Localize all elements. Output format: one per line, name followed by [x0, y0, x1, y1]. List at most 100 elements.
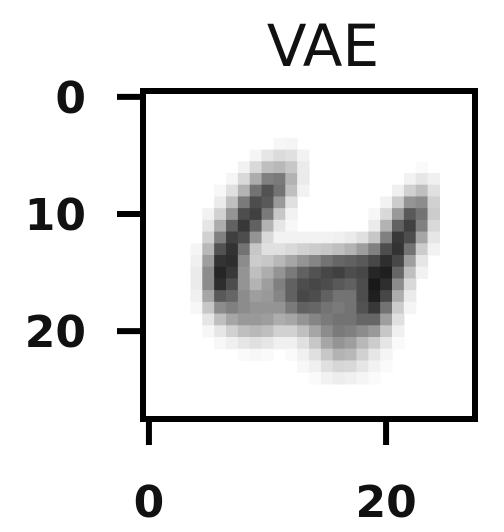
heatmap-cell	[368, 290, 381, 303]
heatmap-cell	[309, 348, 322, 362]
heatmap-cell	[320, 266, 334, 280]
heatmap-cell	[273, 219, 286, 233]
heatmap-cell	[332, 290, 346, 303]
heatmap-cell	[392, 337, 405, 350]
heatmap-cell	[249, 266, 263, 280]
heatmap-cell	[249, 255, 263, 268]
heatmap-cell	[368, 219, 381, 233]
heatmap-cell	[415, 243, 429, 256]
heatmap-cell	[261, 173, 275, 186]
heatmap-cell	[214, 301, 227, 315]
heatmap-cell	[332, 255, 346, 268]
heatmap-cell	[344, 313, 358, 326]
heatmap-cell	[309, 266, 322, 280]
heatmap-cell	[202, 219, 215, 233]
heatmap-cell	[368, 337, 381, 350]
heatmap-cell	[403, 255, 417, 268]
heatmap-cell	[297, 337, 310, 350]
heatmap-cell	[249, 196, 263, 209]
heatmap-cell	[261, 266, 275, 280]
heatmap-cell	[273, 161, 286, 174]
heatmap-cell	[297, 243, 310, 256]
heatmap-cell	[285, 184, 298, 198]
heatmap-cell	[320, 313, 334, 326]
heatmap-cell	[415, 161, 429, 174]
heatmap-cell	[380, 266, 393, 280]
heatmap-cell	[273, 278, 286, 291]
heatmap-cell	[202, 278, 215, 291]
heatmap-cell	[214, 184, 227, 198]
heatmap-cell	[285, 208, 298, 221]
heatmap-cell	[190, 301, 203, 315]
heatmap-cell	[309, 325, 322, 338]
heatmap-cell	[368, 360, 381, 373]
heatmap-cell	[249, 184, 263, 198]
heatmap-cell	[190, 266, 203, 280]
heatmap-cell	[202, 290, 215, 303]
heatmap-cell	[285, 313, 298, 326]
heatmap-cell	[273, 173, 286, 186]
heatmap-cell	[344, 348, 358, 362]
heatmap-cell	[403, 184, 417, 198]
heatmap-cell	[427, 184, 441, 198]
heatmap-cell	[309, 255, 322, 268]
heatmap-cell	[380, 243, 393, 256]
heatmap-cell	[297, 149, 310, 162]
heatmap-cell	[403, 278, 417, 291]
heatmap-cell	[403, 173, 417, 186]
heatmap-cell	[226, 337, 239, 350]
heatmap-cell	[427, 219, 441, 233]
heatmap-cell	[332, 325, 346, 338]
heatmap-cell	[332, 278, 346, 291]
heatmap-cell	[273, 301, 286, 315]
heatmap-cell	[214, 231, 227, 244]
heatmap-cell	[320, 360, 334, 373]
axes	[140, 88, 478, 422]
heatmap-cell	[320, 348, 334, 362]
heatmap-cell	[202, 231, 215, 244]
heatmap-cell	[344, 360, 358, 373]
heatmap-cell	[261, 255, 275, 268]
heatmap-cell	[297, 173, 310, 186]
heatmap-cell	[297, 325, 310, 338]
heatmap-cell	[332, 301, 346, 315]
axes-frame	[140, 88, 478, 422]
heatmap-cell	[380, 278, 393, 291]
heatmap-cell	[320, 255, 334, 268]
heatmap-cell	[297, 231, 310, 244]
heatmap-cell	[226, 301, 239, 315]
heatmap-cell	[297, 301, 310, 315]
heatmap-cell	[237, 196, 251, 209]
heatmap-cell	[214, 255, 227, 268]
heatmap-cell	[332, 360, 346, 373]
heatmap-cell	[403, 196, 417, 209]
heatmap-cell	[415, 219, 429, 233]
heatmap-cell	[226, 278, 239, 291]
heatmap-cell	[332, 266, 346, 280]
heatmap-cell	[226, 290, 239, 303]
heatmap-cell	[403, 266, 417, 280]
heatmap-cell	[392, 208, 405, 221]
heatmap-cell	[392, 266, 405, 280]
heatmap-cell	[344, 337, 358, 350]
heatmap-cell	[273, 196, 286, 209]
tick-labels: 0 20 0 10 20	[25, 73, 417, 528]
heatmap-cell	[415, 255, 429, 268]
heatmap-cell	[392, 243, 405, 256]
heatmap-cell	[261, 161, 275, 174]
heatmap-cell	[392, 290, 405, 303]
heatmap-cell	[249, 231, 263, 244]
heatmap-cell	[427, 208, 441, 221]
heatmap-cell	[356, 325, 369, 338]
heatmap-cell	[214, 243, 227, 256]
heatmap-cell	[380, 290, 393, 303]
heatmap-cell	[202, 325, 215, 338]
heatmap-cell	[237, 325, 251, 338]
heatmap-cell	[403, 290, 417, 303]
heatmap-cell	[356, 337, 369, 350]
heatmap-cell	[237, 348, 251, 362]
heatmap-cell	[356, 313, 369, 326]
heatmap-cell	[344, 231, 358, 244]
heatmap-cell	[249, 219, 263, 233]
heatmap-cell	[368, 255, 381, 268]
